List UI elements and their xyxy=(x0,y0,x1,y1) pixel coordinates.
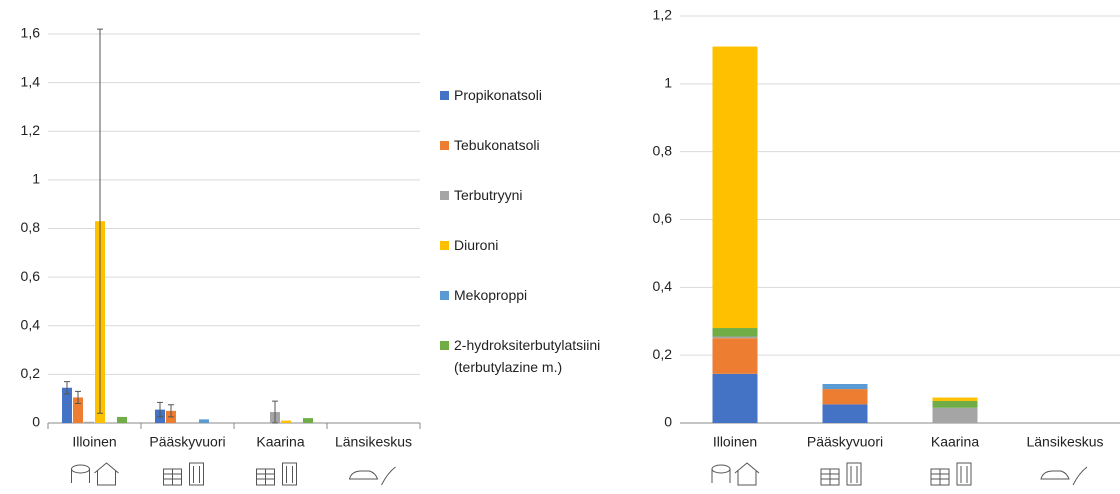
y-tick-label: 1 xyxy=(32,171,40,187)
bar xyxy=(62,387,72,423)
error-bar xyxy=(75,390,81,405)
error-bar xyxy=(272,400,278,424)
x-tick-label: Illoinen xyxy=(72,434,116,450)
bar xyxy=(73,397,83,423)
bar xyxy=(281,420,291,423)
icon xyxy=(256,469,275,485)
icon xyxy=(1072,466,1088,486)
bar xyxy=(84,421,94,423)
legend-swatch xyxy=(440,191,449,200)
icon xyxy=(94,462,119,486)
bar-segment xyxy=(822,404,868,423)
icon xyxy=(348,470,379,480)
x-tick-label: Pääskyvuori xyxy=(807,434,883,450)
icon xyxy=(711,469,731,483)
y-tick-label: 0,2 xyxy=(21,365,41,381)
bar-segment xyxy=(712,328,758,337)
legend-label: Mekoproppi xyxy=(454,287,528,303)
y-tick-label: 0,8 xyxy=(653,142,673,158)
legend-swatch xyxy=(440,141,449,150)
legend-swatch xyxy=(440,291,449,300)
bar-segment xyxy=(822,389,868,405)
y-tick-label: 0 xyxy=(664,414,672,430)
x-tick-label: Länsikeskus xyxy=(335,434,412,450)
bar-segment xyxy=(712,373,758,423)
y-tick-label: 0,4 xyxy=(21,316,41,332)
icon xyxy=(193,466,200,483)
icon xyxy=(163,469,182,485)
legend-item: Propikonatsoli xyxy=(440,84,542,106)
legend-item: Diuroni xyxy=(440,234,498,256)
legend-item: Mekoproppi xyxy=(440,284,527,306)
bar-segment xyxy=(932,397,978,401)
bar-segment xyxy=(712,338,758,374)
icon xyxy=(931,469,949,485)
legend-label: 2-hydroksiterbutylatsiini (terbutylazine… xyxy=(454,337,601,375)
icon xyxy=(850,466,858,483)
legend-item: Terbutryyni xyxy=(440,184,522,206)
legend-swatch xyxy=(440,341,449,350)
x-tick-label: Illoinen xyxy=(713,434,757,450)
error-bar xyxy=(168,404,174,418)
icon xyxy=(189,462,204,486)
error-bar xyxy=(97,28,103,414)
bar-segment xyxy=(712,46,758,329)
legend-label: Diuroni xyxy=(454,237,499,253)
icon xyxy=(956,462,972,486)
bar xyxy=(303,418,313,423)
legend-item: Tebukonatsoli xyxy=(440,134,540,156)
y-tick-label: 1,2 xyxy=(21,122,41,138)
icon xyxy=(1040,470,1070,480)
x-tick-label: Länsikeskus xyxy=(1026,434,1103,450)
legend-label: Propikonatsoli xyxy=(454,87,542,103)
icon xyxy=(960,466,968,483)
x-tick-label: Pääskyvuori xyxy=(149,434,225,450)
legend-item: 2-hydroksiterbutylatsiini (terbutylazine… xyxy=(440,334,600,378)
bar-segment xyxy=(932,400,978,408)
y-tick-label: 0,2 xyxy=(653,346,673,362)
x-tick-label: Kaarina xyxy=(256,434,304,450)
y-tick-label: 1,4 xyxy=(21,73,41,89)
icon xyxy=(711,464,731,474)
bar xyxy=(117,416,127,423)
icon xyxy=(381,466,396,486)
error-bar xyxy=(157,401,163,418)
y-tick-label: 0,4 xyxy=(653,278,673,294)
icon xyxy=(282,462,297,486)
bar-segment xyxy=(932,407,978,423)
y-tick-label: 1,6 xyxy=(21,25,41,41)
x-tick-label: Kaarina xyxy=(931,434,979,450)
y-tick-label: 0,6 xyxy=(21,268,41,284)
error-bar xyxy=(64,381,70,395)
bar-segment xyxy=(822,383,868,390)
bar xyxy=(199,419,209,423)
legend-label: Tebukonatsoli xyxy=(454,137,540,153)
icon xyxy=(286,466,293,483)
legend-swatch xyxy=(440,91,449,100)
icon xyxy=(846,462,862,486)
y-tick-label: 0,6 xyxy=(653,210,673,226)
y-tick-label: 1 xyxy=(664,75,672,91)
icon xyxy=(71,469,90,483)
icon xyxy=(734,462,760,486)
legend-label: Terbutryyni xyxy=(454,187,523,203)
legend-swatch xyxy=(440,241,449,250)
y-tick-label: 1,2 xyxy=(653,7,673,23)
icon xyxy=(71,464,90,474)
y-tick-label: 0,8 xyxy=(21,219,41,235)
y-tick-label: 0 xyxy=(32,414,40,430)
icon xyxy=(821,469,839,485)
bar-segment xyxy=(712,336,758,339)
